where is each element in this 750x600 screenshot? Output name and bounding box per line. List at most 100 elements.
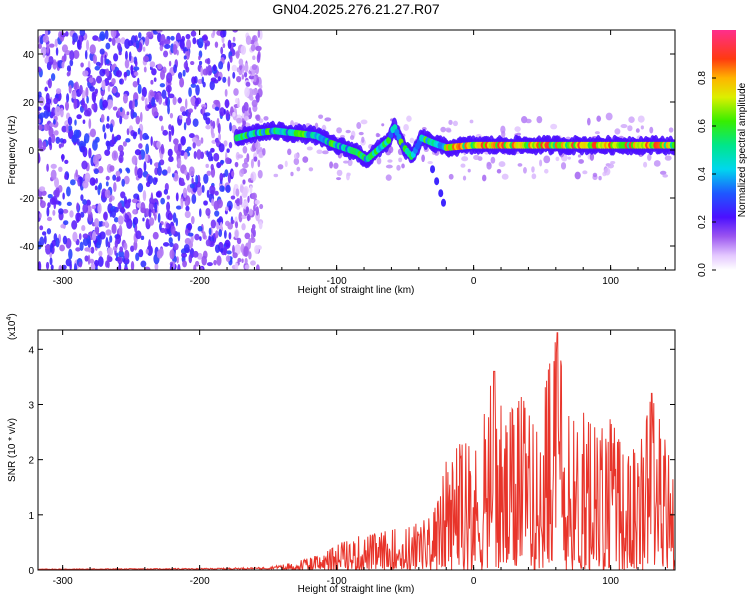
noise-blob: [63, 220, 69, 226]
noise-blob: [79, 175, 82, 187]
noise-blob: [111, 150, 119, 161]
noise-blob: [169, 249, 175, 260]
noise-blob: [190, 61, 195, 66]
noise-blob: [108, 37, 112, 42]
faint-blob: [421, 154, 425, 163]
noise-blob: [91, 103, 95, 110]
noise-blob: [249, 208, 253, 217]
faint-blob: [336, 127, 342, 134]
snr-line: [38, 332, 675, 570]
noise-blob: [100, 54, 104, 66]
noise-blob: [138, 249, 144, 258]
noise-blob: [145, 181, 151, 188]
noise-blob: [99, 231, 106, 240]
noise-blob: [249, 95, 254, 101]
snr-background: [38, 330, 675, 570]
noise-blob: [255, 264, 260, 270]
noise-blob: [241, 258, 244, 264]
noise-blob: [205, 163, 209, 169]
x-tick-label: 100: [602, 576, 619, 587]
faint-blob: [385, 174, 392, 181]
faint-blob: [349, 135, 355, 140]
noise-blob: [123, 266, 129, 270]
noise-blob: [201, 76, 205, 85]
noise-blob: [124, 38, 131, 50]
faint-blob: [659, 170, 667, 175]
noise-blob: [82, 70, 89, 77]
noise-blob: [73, 263, 78, 270]
noise-blob: [89, 177, 96, 186]
noise-blob: [73, 82, 78, 90]
noise-blob: [244, 264, 250, 270]
noise-blob: [202, 231, 206, 240]
noise-blob: [105, 123, 110, 129]
signal-tail: [438, 189, 444, 198]
noise-blob: [111, 86, 117, 94]
faint-blob: [385, 164, 393, 169]
noise-blob: [140, 202, 146, 213]
noise-blob: [100, 220, 104, 227]
noise-blob: [88, 77, 94, 83]
faint-blob: [481, 174, 487, 182]
faint-blob: [640, 125, 644, 130]
noise-blob: [208, 227, 212, 236]
noise-blob: [55, 136, 61, 144]
noise-blob: [126, 168, 131, 174]
signal-core: [388, 131, 394, 139]
noise-blob: [183, 55, 187, 60]
noise-blob: [78, 233, 82, 240]
noise-blob: [126, 111, 130, 116]
y-tick-label: 40: [23, 50, 35, 61]
noise-blob: [81, 89, 86, 100]
faint-blob: [486, 162, 492, 170]
noise-blob: [167, 104, 170, 115]
noise-blob: [91, 204, 97, 210]
noise-blob: [234, 221, 239, 229]
noise-blob: [235, 204, 241, 210]
y-tick-label: -20: [20, 194, 35, 205]
noise-blob: [219, 107, 226, 117]
noise-blob: [114, 239, 118, 248]
faint-blob: [360, 119, 368, 125]
noise-blob: [82, 237, 89, 247]
noise-blob: [49, 257, 53, 266]
noise-blob: [199, 208, 202, 218]
noise-blob: [118, 250, 125, 258]
faint-blob: [287, 148, 292, 156]
noise-blob: [50, 73, 56, 82]
faint-blob: [242, 146, 248, 154]
noise-blob: [134, 60, 138, 67]
noise-blob: [105, 237, 109, 248]
faint-blob: [574, 171, 581, 180]
noise-blob: [154, 262, 159, 270]
noise-blob: [165, 222, 170, 229]
noise-blob: [242, 120, 247, 127]
faint-blob: [242, 162, 249, 169]
noise-blob: [232, 36, 236, 42]
noise-blob: [244, 257, 248, 265]
noise-blob: [251, 88, 258, 96]
noise-blob: [190, 83, 197, 88]
noise-blob: [192, 118, 199, 127]
spectrogram-x-label: Height of straight line (km): [298, 285, 415, 296]
noise-blob: [206, 64, 213, 76]
noise-blob: [250, 44, 256, 52]
noise-blob: [62, 209, 69, 214]
noise-blob: [158, 161, 161, 169]
noise-blob: [135, 115, 141, 125]
noise-blob: [157, 213, 161, 224]
faint-blob: [239, 169, 245, 177]
faint-blob: [610, 160, 616, 165]
noise-blob: [156, 249, 163, 259]
noise-blob: [73, 49, 80, 59]
figure-title: GN04.2025.276.21.27.R07: [272, 1, 440, 17]
noise-blob: [181, 111, 187, 117]
faint-blob: [662, 174, 669, 178]
noise-blob: [152, 208, 156, 217]
noise-blob: [228, 232, 232, 240]
noise-blob: [88, 147, 92, 159]
faint-blob: [627, 125, 633, 132]
noise-blob: [46, 228, 52, 235]
noise-blob: [250, 260, 256, 266]
noise-blob: [80, 62, 84, 68]
